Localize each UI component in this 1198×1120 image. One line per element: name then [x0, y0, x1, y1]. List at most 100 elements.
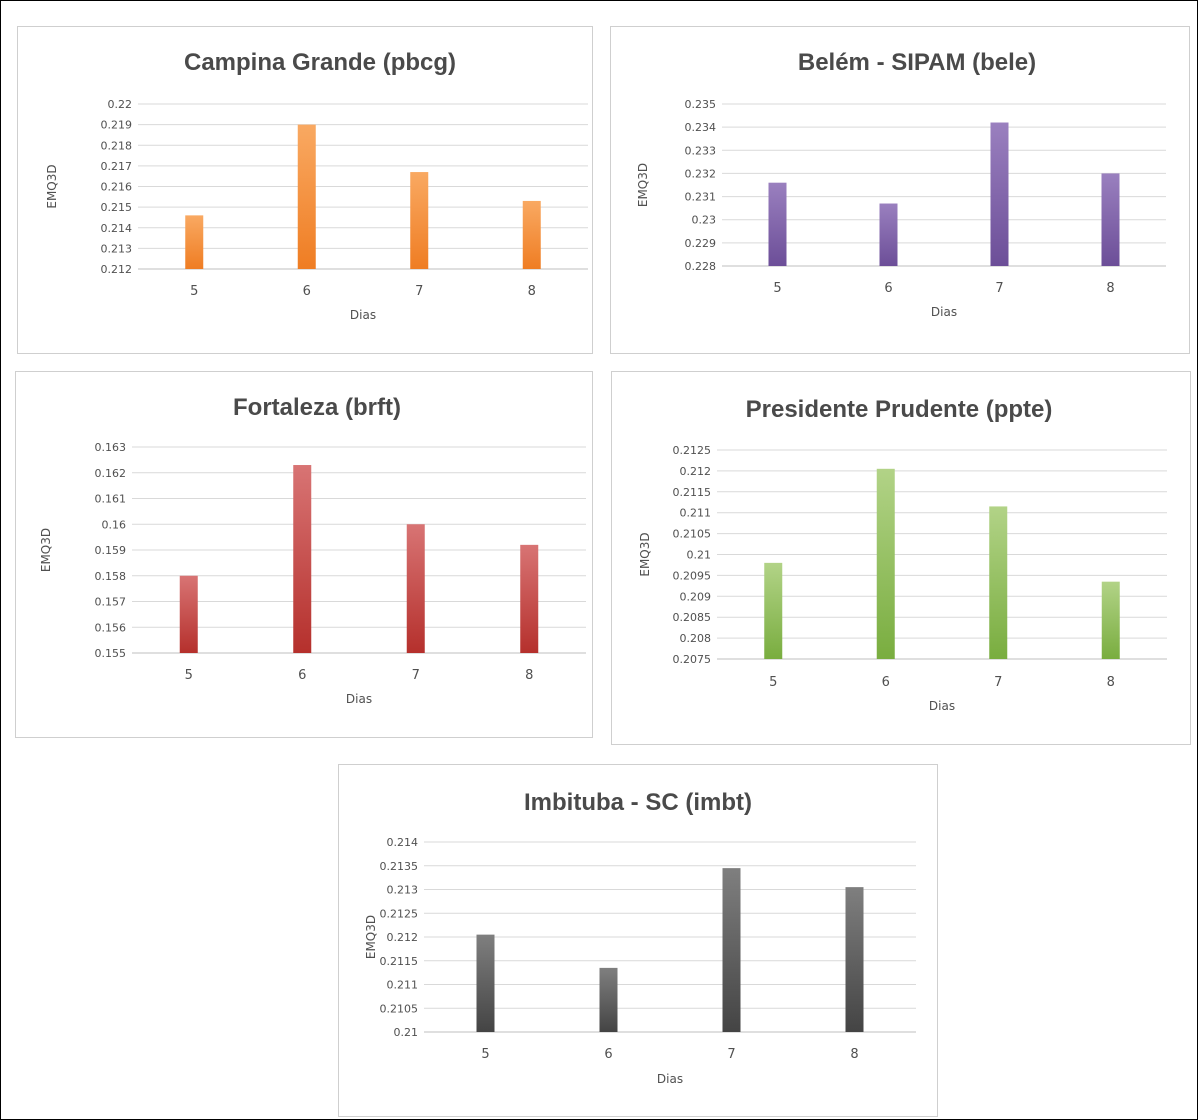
bar-day-6 — [599, 967, 618, 1032]
x-tick-label: 6 — [303, 284, 311, 299]
y-tick-label: 0.232 — [685, 167, 717, 180]
x-tick-label: 8 — [1106, 281, 1114, 296]
bar-day-5 — [179, 575, 198, 653]
y-tick-label: 0.2135 — [380, 860, 419, 873]
bar-day-6 — [293, 465, 312, 653]
x-tick-label: 7 — [412, 668, 420, 683]
bar-day-5 — [768, 182, 787, 266]
y-tick-label: 0.21 — [687, 549, 712, 562]
y-tick-label: 0.155 — [95, 647, 127, 660]
y-tick-label: 0.2115 — [380, 955, 419, 968]
x-axis-title: Dias — [350, 308, 376, 322]
x-tick-label: 7 — [727, 1047, 735, 1062]
bar-day-6 — [297, 124, 316, 269]
x-tick-label: 5 — [190, 284, 198, 299]
y-axis-title: EMQ3D — [638, 532, 652, 576]
y-tick-label: 0.159 — [95, 544, 127, 557]
x-tick-label: 5 — [481, 1047, 489, 1062]
y-tick-label: 0.214 — [387, 836, 419, 849]
x-tick-label: 8 — [528, 284, 536, 299]
bar-day-7 — [989, 506, 1008, 659]
chart-panel-presidente-prudente: Presidente Prudente (ppte) 0.2075 0.208 0.2… — [611, 371, 1191, 745]
chart-title: Belém - SIPAM (bele) — [798, 49, 1036, 76]
y-tick-label: 0.2115 — [673, 486, 712, 499]
x-tick-label: 7 — [415, 284, 423, 299]
bar-day-8 — [1101, 581, 1120, 659]
y-tick-label: 0.233 — [685, 144, 717, 157]
y-tick-label: 0.219 — [101, 119, 133, 132]
y-tick-label: 0.228 — [685, 260, 717, 273]
y-tick-label: 0.2125 — [673, 444, 712, 457]
y-tick-label: 0.16 — [102, 518, 127, 531]
y-tick-label: 0.22 — [108, 98, 133, 111]
x-tick-label: 5 — [185, 668, 193, 683]
bar-day-8 — [845, 887, 864, 1032]
y-axis-title: EMQ3D — [364, 915, 378, 959]
x-axis-title: Dias — [657, 1072, 683, 1086]
x-tick-label: 5 — [769, 675, 777, 690]
chart-panel-fortaleza: Fortaleza (brft) 0.155 0.156 0.157 0.158 0.15… — [15, 371, 593, 738]
y-tick-label: 0.21 — [394, 1026, 419, 1039]
bar-day-5 — [185, 215, 204, 269]
y-tick-label: 0.2095 — [673, 569, 712, 582]
chart-title: Imbituba - SC (imbt) — [524, 789, 752, 816]
chart-panel-belem: Belém - SIPAM (bele) 0.228 0.229 0.23 0.231 0… — [610, 26, 1190, 354]
chart-title: Campina Grande (pbcg) — [184, 49, 456, 76]
chart-svg-fortaleza: Fortaleza (brft) 0.155 0.156 0.157 0.158 0.15… — [39, 394, 586, 706]
y-tick-label: 0.217 — [101, 160, 133, 173]
y-tick-label: 0.211 — [387, 979, 419, 992]
x-tick-label: 8 — [525, 668, 533, 683]
chart-title: Fortaleza (brft) — [233, 394, 401, 421]
y-tick-label: 0.212 — [680, 465, 712, 478]
y-tick-label: 0.2105 — [380, 1002, 419, 1015]
x-tick-label: 5 — [773, 281, 781, 296]
bar-day-8 — [522, 200, 541, 269]
x-tick-label: 6 — [884, 281, 892, 296]
y-tick-label: 0.209 — [680, 590, 712, 603]
y-tick-label: 0.215 — [101, 201, 133, 214]
y-tick-label: 0.213 — [101, 242, 133, 255]
y-axis-title: EMQ3D — [39, 528, 53, 572]
y-tick-label: 0.2125 — [380, 907, 419, 920]
y-tick-label: 0.157 — [95, 596, 127, 609]
y-axis-title: EMQ3D — [636, 163, 650, 207]
y-tick-label: 0.23 — [692, 214, 717, 227]
y-tick-label: 0.2085 — [673, 611, 712, 624]
x-tick-label: 8 — [850, 1047, 858, 1062]
bar-day-8 — [520, 544, 539, 653]
x-tick-label: 6 — [882, 675, 890, 690]
chart-svg-imbituba: Imbituba - SC (imbt) 0.21 0.2105 0.211 0.211… — [364, 789, 916, 1086]
y-axis-title: EMQ3D — [45, 164, 59, 208]
bar-day-5 — [476, 934, 495, 1032]
y-tick-label: 0.213 — [387, 884, 419, 897]
y-tick-label: 0.208 — [680, 632, 712, 645]
x-axis-title: Dias — [931, 305, 957, 319]
y-tick-label: 0.158 — [95, 570, 127, 583]
y-tick-label: 0.163 — [95, 441, 127, 454]
chart-panel-imbituba: Imbituba - SC (imbt) 0.21 0.2105 0.211 0.211… — [338, 764, 938, 1117]
x-tick-label: 7 — [995, 281, 1003, 296]
y-tick-label: 0.214 — [101, 222, 133, 235]
x-axis-title: Dias — [346, 692, 372, 706]
y-tick-label: 0.211 — [680, 507, 712, 520]
y-tick-label: 0.161 — [95, 493, 127, 506]
x-tick-label: 7 — [994, 675, 1002, 690]
x-tick-label: 6 — [604, 1047, 612, 1062]
bar-day-7 — [410, 172, 429, 269]
chart-svg-presidente-prudente: Presidente Prudente (ppte) 0.2075 0.208 0.2… — [638, 396, 1167, 713]
bar-day-8 — [1101, 173, 1120, 266]
x-tick-label: 8 — [1107, 675, 1115, 690]
y-tick-label: 0.235 — [685, 98, 717, 111]
y-tick-label: 0.231 — [685, 191, 717, 204]
y-tick-label: 0.234 — [685, 121, 717, 134]
bar-day-7 — [990, 122, 1009, 266]
y-tick-label: 0.212 — [387, 931, 419, 944]
bar-day-7 — [722, 868, 741, 1032]
chart-svg-campina-grande: Campina Grande (pbcg) 0.212 0.213 0.214 0.21… — [45, 49, 588, 322]
chart-svg-belem: Belém - SIPAM (bele) 0.228 0.229 0.23 0.231 0… — [636, 49, 1166, 319]
y-tick-label: 0.212 — [101, 263, 133, 276]
y-tick-label: 0.218 — [101, 139, 133, 152]
bar-day-6 — [879, 203, 898, 266]
bar-day-5 — [764, 562, 783, 659]
